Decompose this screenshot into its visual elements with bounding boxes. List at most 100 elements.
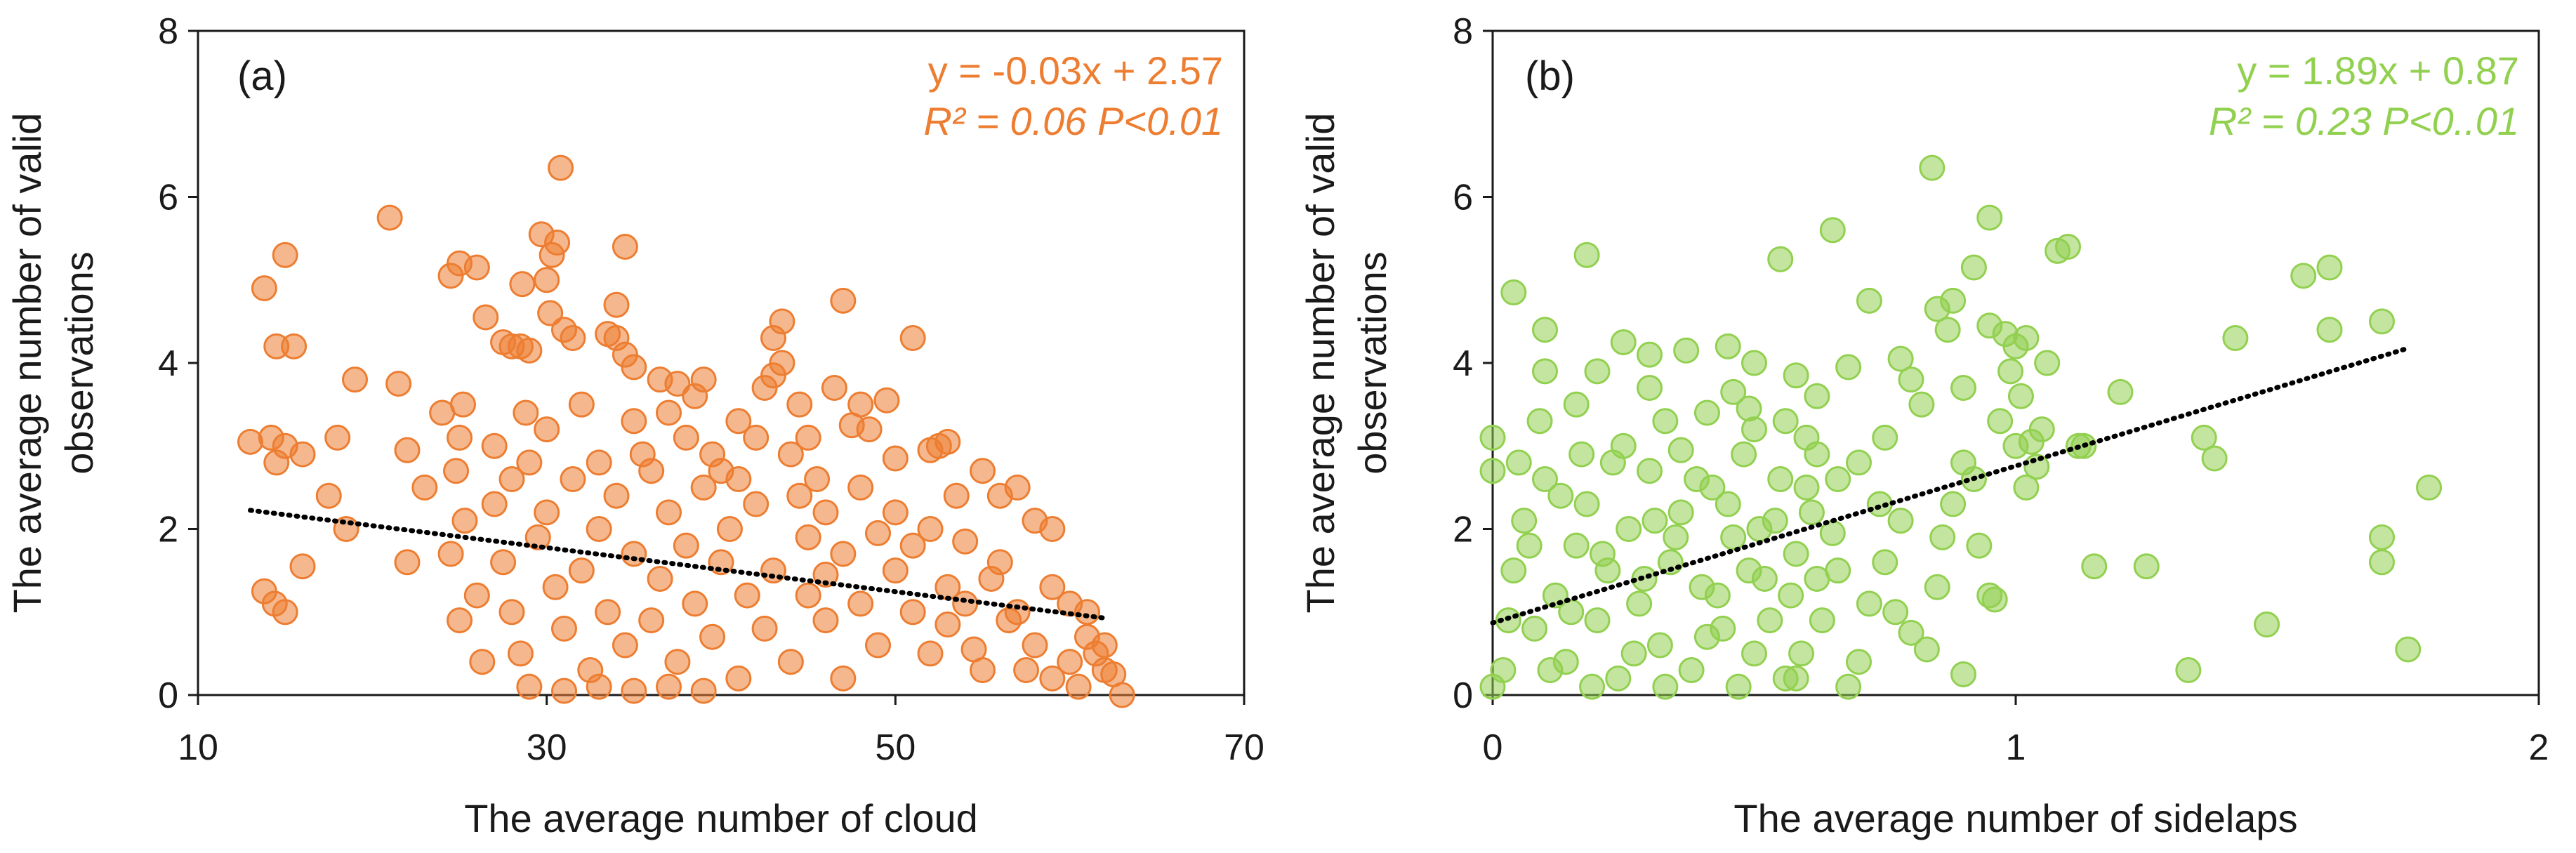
data-point: [1809, 607, 1835, 634]
data-point: [690, 474, 717, 501]
data-point: [385, 371, 412, 397]
data-point: [2395, 636, 2422, 663]
data-point: [743, 424, 770, 451]
data-point: [769, 350, 795, 376]
data-point: [281, 333, 308, 359]
data-point: [463, 582, 490, 609]
data-point: [1013, 657, 1040, 684]
data-point: [537, 300, 564, 326]
data-point: [513, 399, 539, 426]
data-point: [812, 499, 839, 526]
data-point: [647, 565, 673, 592]
data-point: [899, 532, 926, 559]
y-tick-label: 8: [1453, 11, 1473, 52]
data-point: [394, 437, 421, 463]
data-point: [1798, 499, 1825, 526]
x-tick-label: 30: [527, 727, 567, 768]
data-point: [1720, 378, 1747, 405]
data-point: [1568, 441, 1595, 468]
x-axis-title: The average number of sidelaps: [1733, 796, 2297, 840]
data-point: [812, 607, 839, 634]
data-point: [1479, 673, 1506, 700]
data-point: [586, 673, 612, 700]
data-point: [289, 441, 316, 468]
panel-label: (b): [1525, 53, 1575, 99]
data-point: [1579, 673, 1606, 700]
data-point: [1715, 333, 1741, 359]
data-point: [1684, 466, 1710, 493]
data-point: [1505, 449, 1532, 476]
data-point: [1908, 391, 1935, 418]
data-point: [725, 466, 752, 493]
data-point: [1783, 362, 1809, 389]
trendline: [1490, 345, 2411, 626]
data-point: [595, 599, 621, 626]
data-point: [1558, 599, 1585, 626]
data-point: [1526, 408, 1553, 435]
data-point: [1563, 391, 1590, 418]
data-point: [934, 611, 961, 637]
data-point: [1039, 665, 1066, 692]
data-point: [490, 549, 517, 576]
data-point: [560, 466, 586, 493]
x-tick-label: 0: [1483, 727, 1503, 768]
data-point: [847, 590, 874, 617]
data-point: [899, 325, 926, 352]
data-point: [1872, 549, 1898, 576]
data-point: [2028, 416, 2055, 443]
data-point: [2369, 308, 2395, 335]
data-point: [2175, 657, 2202, 684]
x-tick-label: 50: [875, 727, 916, 768]
data-point: [1563, 532, 1590, 559]
data-point: [481, 432, 508, 459]
data-point: [1715, 491, 1741, 517]
data-point: [2369, 549, 2395, 576]
data-point: [1772, 665, 1799, 692]
data-point: [986, 549, 1013, 576]
data-point: [2081, 553, 2108, 580]
data-point: [656, 399, 682, 426]
data-point: [1652, 408, 1679, 435]
data-point: [795, 582, 821, 609]
data-point: [1532, 466, 1558, 493]
y-tick-label: 2: [158, 510, 178, 550]
data-point: [289, 553, 316, 580]
data-point: [1746, 516, 1773, 542]
data-point: [603, 482, 630, 509]
data-point: [1065, 673, 1092, 700]
data-point: [542, 574, 569, 600]
data-point: [1882, 599, 1909, 626]
data-point: [1804, 383, 1830, 409]
data-point: [272, 242, 298, 268]
data-point: [847, 474, 874, 501]
data-point: [804, 466, 831, 493]
data-point: [1898, 619, 1924, 646]
data-point: [1966, 532, 1993, 559]
data-point: [673, 424, 699, 451]
data-point: [1109, 682, 1135, 708]
data-point: [463, 254, 490, 281]
data-point: [1039, 574, 1066, 600]
r-squared-text: R² = 0.23 P<0..01: [2209, 99, 2519, 143]
data-point: [786, 391, 813, 418]
x-tick-label: 1: [2006, 727, 2026, 768]
data-point: [2222, 325, 2249, 352]
regression-equation: y = -0.03x + 2.57: [928, 48, 1223, 93]
data-point: [1500, 279, 1527, 305]
data-point: [2416, 474, 2443, 501]
data-point: [621, 408, 647, 435]
data-point: [1767, 246, 1794, 272]
data-point: [481, 491, 508, 517]
data-point: [952, 528, 979, 555]
y-tick-label: 0: [1453, 675, 1473, 716]
data-point: [534, 267, 560, 293]
data-point: [1663, 524, 1689, 550]
data-point: [847, 391, 874, 418]
data-point: [777, 441, 804, 468]
data-point: [760, 325, 786, 352]
data-point: [2191, 424, 2217, 451]
data-point: [612, 632, 638, 659]
data-point: [1940, 287, 1967, 314]
data-point: [1976, 204, 2003, 231]
